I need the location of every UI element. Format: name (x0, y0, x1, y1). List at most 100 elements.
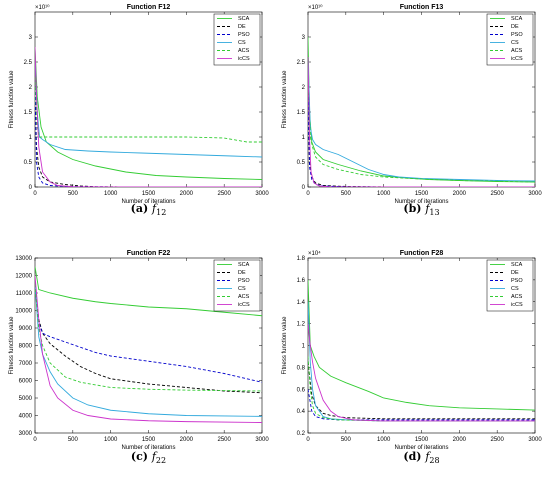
legend-box (213, 259, 261, 312)
legend-label: ACS (238, 294, 250, 300)
x-tick-label: 500 (341, 191, 352, 197)
y-tick-label: 0 (29, 185, 33, 191)
x-tick-label: 500 (68, 191, 79, 197)
legend-label: SCA (511, 262, 523, 268)
legend-label: icCS (238, 56, 250, 62)
legend: SCA DE PSO CS ACS icCS (486, 13, 534, 66)
y-tick-label: 1.6 (297, 278, 306, 284)
x-tick-label: 1500 (142, 191, 156, 197)
x-tick-label: 2500 (490, 191, 504, 197)
legend-label: DE (511, 270, 519, 276)
x-axis-label: Number of iterations (394, 445, 448, 451)
y-axis-label: Fitness function value (282, 70, 288, 129)
y-tick-label: 8000 (19, 344, 33, 350)
legend-label: PSO (238, 32, 250, 38)
x-tick-label: 0 (33, 191, 37, 197)
x-axis-label: Number of iterations (394, 199, 448, 205)
x-axis-label: Number of iterations (121, 199, 175, 205)
series-line-acs (308, 356, 535, 422)
legend-box (486, 259, 534, 312)
y-tick-label: 6000 (19, 379, 33, 385)
series-line-pso (308, 389, 535, 421)
x-tick-label: 500 (68, 437, 79, 443)
y-tick-label: 0.4 (297, 409, 306, 415)
legend: SCA DE PSO CS ACS icCS (213, 13, 261, 66)
y-tick-label: 10000 (15, 309, 32, 315)
y-axis-exponent: ×10⁴ (308, 250, 321, 257)
legend-label: ACS (238, 48, 250, 54)
y-axis-label: Fitness function value (9, 316, 15, 375)
figure-caption: (c) f22 (131, 450, 166, 465)
chart-panel-4: Function F28 ×10⁴ 0.2 0.4 0.6 0.8 1 1.2 1.4 1.6 1.… (282, 250, 542, 465)
y-tick-label: 0.2 (297, 431, 306, 437)
y-tick-label: 2 (29, 85, 33, 91)
legend-label: DE (511, 24, 519, 30)
y-tick-label: 1 (29, 135, 33, 141)
y-tick-label: 1.5 (297, 110, 306, 116)
y-axis-exponent: ×10¹⁰ (35, 4, 50, 11)
x-tick-label: 1000 (104, 437, 118, 443)
caption-subscript: 12 (156, 208, 166, 217)
y-tick-label: 1.4 (297, 300, 306, 306)
y-tick-label: 1.2 (297, 322, 306, 328)
y-axis-label: Fitness function value (9, 70, 15, 129)
y-tick-label: 0 (302, 185, 306, 191)
x-tick-label: 1000 (377, 437, 391, 443)
caption-subscript: 13 (429, 208, 439, 217)
y-tick-label: 5000 (19, 396, 33, 402)
chart-title: Function F12 (127, 4, 171, 11)
x-tick-label: 0 (306, 191, 310, 197)
legend-label: DE (238, 270, 246, 276)
series-line-cs (35, 284, 262, 417)
series-line-acs (35, 76, 262, 143)
x-tick-label: 1500 (415, 437, 429, 443)
x-tick-label: 2500 (490, 437, 504, 443)
chart-title: Function F13 (400, 4, 444, 11)
legend-label: SCA (238, 262, 250, 268)
series-line-pso (35, 284, 262, 383)
y-tick-label: 13000 (15, 256, 32, 262)
y-tick-label: 3 (302, 35, 306, 41)
x-tick-label: 0 (306, 437, 310, 443)
x-axis-label: Number of iterations (121, 445, 175, 451)
y-tick-label: 12000 (15, 274, 32, 280)
legend-label: icCS (238, 302, 250, 308)
legend-label: CS (238, 40, 246, 46)
legend-label: PSO (238, 278, 250, 284)
series-line-sca (35, 266, 262, 317)
x-tick-label: 3000 (528, 191, 542, 197)
chart-panel-2: Function F13 ×10¹⁰ 0 0.5 1 1.5 2 2.5 3 0 500 1000 15… (282, 4, 542, 217)
y-tick-label: 2.5 (297, 60, 306, 66)
legend-label: DE (238, 24, 246, 30)
y-tick-label: 1.8 (297, 256, 306, 262)
y-tick-label: 7000 (19, 361, 33, 367)
figure-caption: (b) f13 (403, 202, 439, 217)
x-tick-label: 1500 (415, 191, 429, 197)
y-tick-label: 2.5 (24, 60, 33, 66)
legend: SCA DE PSO CS ACS icCS (213, 259, 261, 312)
caption-label: (c) (131, 450, 152, 463)
y-tick-label: 0.8 (297, 365, 306, 371)
legend-box (213, 13, 261, 66)
series-line-de (308, 361, 535, 420)
caption-label: (b) (403, 202, 425, 215)
x-tick-label: 2000 (453, 437, 467, 443)
legend-label: SCA (511, 16, 523, 22)
chart-panel-1: Function F12 ×10¹⁰ 0 0.5 1 1.5 2 2.5 3 0 500 1000 15… (9, 4, 269, 217)
series-line-cs (308, 56, 535, 182)
y-tick-label: 3 (29, 35, 33, 41)
caption-subscript: 28 (429, 456, 439, 465)
x-tick-label: 1500 (142, 437, 156, 443)
x-tick-label: 3000 (255, 437, 269, 443)
legend-label: SCA (238, 16, 250, 22)
series-line-iccs (35, 275, 262, 423)
y-tick-label: 1 (302, 135, 306, 141)
x-tick-label: 2000 (453, 191, 467, 197)
series-line-acs (308, 76, 535, 183)
legend: SCA DE PSO CS ACS icCS (486, 259, 534, 312)
legend-label: CS (511, 286, 519, 292)
y-tick-label: 0.5 (297, 160, 306, 166)
chart-title: Function F22 (127, 250, 171, 257)
series-line-iccs (308, 323, 535, 422)
